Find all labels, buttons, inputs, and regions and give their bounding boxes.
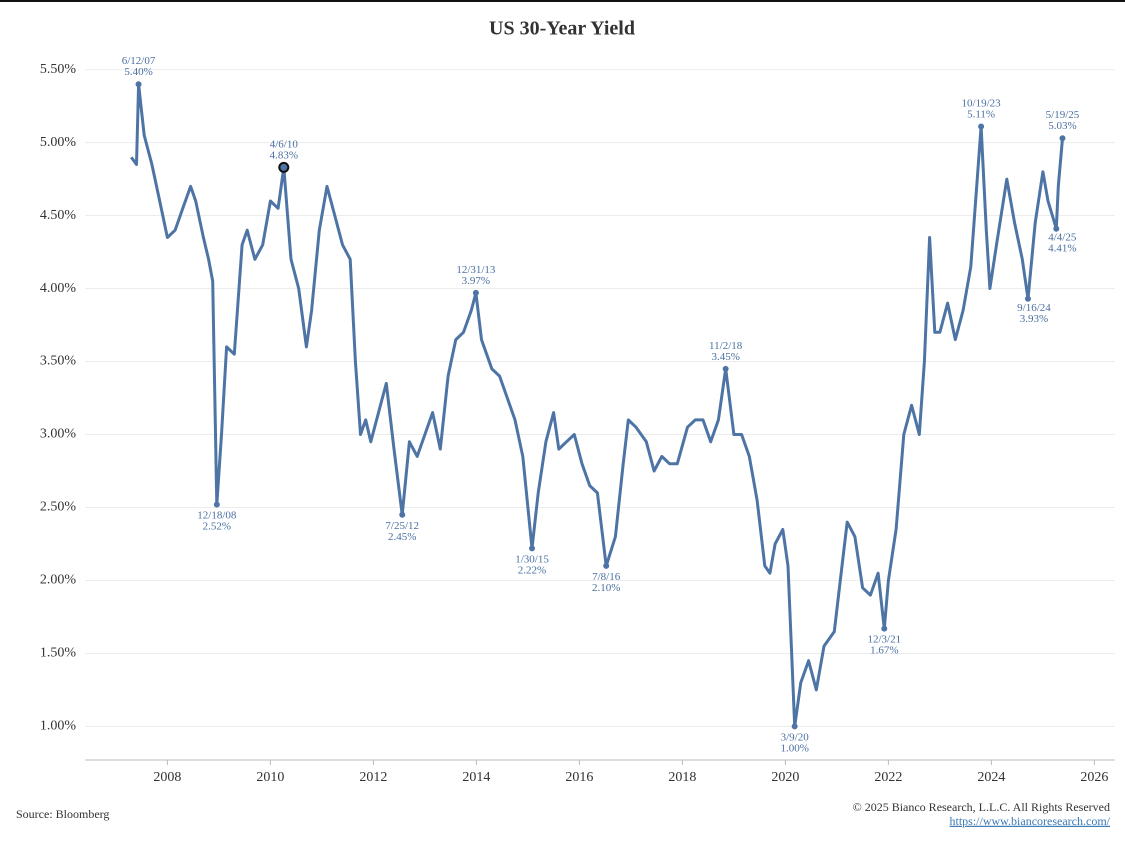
annotation-marker [881, 625, 888, 632]
x-tick-label: 2018 [668, 770, 696, 785]
annotation-value: 4.83% [270, 149, 298, 161]
annotation-marker [791, 723, 798, 730]
annotation-value: 3.97% [462, 275, 490, 287]
annotation-marker [1059, 135, 1066, 142]
y-tick-label: 4.50% [40, 208, 77, 223]
annotation-value: 5.11% [967, 109, 995, 121]
annotation-value: 3.45% [711, 351, 739, 363]
annotation-date: 11/2/18 [709, 340, 743, 352]
annotation-date: 4/6/10 [270, 138, 299, 150]
annotation-date: 10/19/23 [962, 98, 1002, 110]
annotation: 12/31/133.97% [456, 264, 496, 296]
y-tick-label: 4.00% [40, 281, 77, 296]
annotation-value: 2.22% [518, 564, 546, 576]
annotation-marker [278, 161, 290, 173]
annotation: 3/9/201.00% [780, 723, 810, 754]
x-tick-label: 2024 [977, 770, 1005, 785]
annotation: 1/30/152.22% [515, 545, 549, 576]
top-border [0, 0, 1125, 2]
y-tick-label: 3.00% [40, 427, 77, 442]
annotation-marker [722, 365, 729, 372]
yield-line [130, 82, 1064, 728]
annotation-marker [1053, 225, 1060, 232]
annotation-marker [603, 562, 610, 569]
annotation-value: 2.45% [388, 531, 416, 543]
copyright: © 2025 Bianco Research, L.L.C. All Right… [853, 800, 1110, 814]
url[interactable]: https://www.biancoresearch.com/ [949, 814, 1110, 828]
chart-title: US 30-Year Yield [489, 18, 635, 40]
annotation-value: 2.10% [592, 582, 620, 594]
y-tick-label: 1.50% [40, 646, 77, 661]
x-tick-label: 2016 [565, 770, 593, 785]
annotation-date: 4/4/25 [1048, 232, 1077, 244]
y-tick-label: 5.00% [40, 135, 77, 150]
annotation-date: 12/31/13 [456, 264, 496, 276]
annotation: 4/4/254.41% [1048, 225, 1077, 255]
annotation: 6/12/075.40% [122, 55, 156, 88]
annotation: 7/8/162.10% [592, 562, 621, 594]
annotation-date: 3/9/20 [781, 731, 810, 743]
y-tick-label: 3.50% [40, 354, 77, 369]
annotation: 12/18/082.52% [197, 501, 237, 533]
y-tick-label: 2.00% [40, 573, 77, 588]
annotation-date: 7/25/12 [385, 520, 419, 532]
x-tick-label: 2012 [359, 770, 387, 785]
annotation-value: 3.93% [1020, 313, 1048, 325]
annotation: 12/3/211.67% [867, 625, 901, 657]
annotation-date: 5/19/25 [1046, 109, 1080, 121]
annotation: 7/25/122.45% [385, 511, 419, 543]
y-tick-label: 1.00% [40, 719, 77, 734]
x-tick-label: 2010 [256, 770, 284, 785]
annotation-marker [213, 501, 220, 508]
annotation-date: 12/18/08 [197, 510, 237, 522]
annotation-marker [978, 123, 985, 130]
annotation-marker [135, 81, 142, 88]
annotation: 9/16/243.93% [1017, 295, 1051, 325]
annotation-marker [1024, 295, 1031, 302]
x-tick-label: 2026 [1080, 770, 1108, 785]
annotation-marker [472, 289, 479, 296]
annotation: 5/19/255.03% [1046, 109, 1080, 142]
annotation-date: 12/3/21 [867, 634, 901, 646]
annotation-value: 1.00% [780, 742, 808, 754]
y-tick-label: 5.50% [40, 62, 77, 77]
annotation: 10/19/235.11% [962, 98, 1002, 130]
y-tick-label: 2.50% [40, 500, 77, 515]
x-tick-label: 2014 [462, 770, 490, 785]
x-tick-label: 2022 [874, 770, 902, 785]
annotation: 11/2/183.45% [709, 340, 743, 372]
x-tick-label: 2020 [771, 770, 799, 785]
annotation-value: 1.67% [870, 645, 898, 657]
annotation-date: 6/12/07 [122, 55, 156, 67]
annotation-value: 5.03% [1048, 120, 1076, 132]
source: Source: Bloomberg [16, 807, 109, 821]
annotation-marker [529, 545, 536, 552]
annotation: 4/6/104.83% [270, 138, 299, 173]
annotation-marker [399, 511, 406, 518]
annotation-date: 7/8/16 [592, 571, 621, 583]
annotation-date: 1/30/15 [515, 553, 549, 565]
annotation-value: 2.52% [203, 521, 231, 533]
annotation-value: 4.41% [1048, 243, 1076, 255]
x-tick-label: 2008 [153, 770, 181, 785]
annotation-value: 5.40% [124, 66, 152, 78]
annotation-date: 9/16/24 [1017, 302, 1051, 314]
